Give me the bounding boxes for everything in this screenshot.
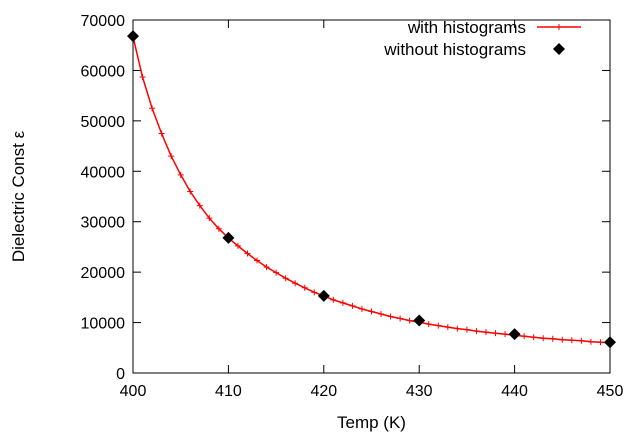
- y-tick-label-0: 0: [116, 366, 125, 383]
- plus-marker-447: [578, 337, 585, 344]
- plus-marker-432: [435, 322, 442, 329]
- plus-marker-441: [521, 333, 528, 340]
- plus-marker-445: [559, 336, 566, 343]
- y-tick-label-60000: 60000: [81, 63, 126, 80]
- plus-marker-439: [502, 331, 509, 338]
- plus-marker-424: [358, 305, 365, 312]
- plot-frame: [132, 19, 611, 374]
- plus-marker-413: [254, 257, 261, 264]
- plus-marker-411: [234, 242, 241, 249]
- plus-marker-448: [587, 338, 594, 345]
- series-line-with-histograms: [132, 36, 611, 344]
- plus-marker-442: [530, 334, 537, 341]
- plus-marker-406: [187, 188, 194, 195]
- plus-marker-435: [463, 326, 470, 333]
- plus-marker-446: [568, 337, 575, 344]
- plus-marker-404: [168, 153, 175, 160]
- diamond-marker-400: [127, 30, 139, 43]
- plus-marker-433: [444, 324, 451, 331]
- series-layer: [127, 30, 616, 349]
- plus-marker-434: [454, 325, 461, 332]
- plus-marker-425: [368, 308, 375, 315]
- plus-marker-414: [263, 264, 270, 271]
- y-axis-ticks: 0 10000 20000 30000 40000 50000 60000 70000: [81, 13, 610, 383]
- y-axis-label: Dielectric Const ε: [9, 130, 28, 262]
- diamond-marker-430: [413, 314, 426, 327]
- plus-marker-421: [330, 296, 337, 303]
- plus-marker-415: [273, 269, 280, 276]
- y-tick-label-10000: 10000: [81, 316, 126, 333]
- plus-marker-407: [196, 202, 203, 209]
- plus-marker-427: [387, 313, 394, 320]
- plus-marker-402: [149, 105, 156, 112]
- y-tick-label-40000: 40000: [81, 164, 126, 181]
- diamond-marker-440: [508, 328, 521, 341]
- plus-marker-412: [244, 250, 251, 257]
- plus-marker-449: [597, 339, 604, 346]
- legend-diamond-marker: [553, 43, 565, 55]
- x-tick-label-420: 420: [310, 383, 337, 400]
- plus-marker-419: [311, 289, 318, 296]
- plus-marker-422: [339, 299, 346, 306]
- plot-border: [132, 19, 611, 374]
- x-axis-ticks: 400 410 420 430 440 450: [120, 20, 624, 400]
- legend: with histograms without histograms: [383, 18, 581, 59]
- plus-marker-426: [378, 310, 385, 317]
- plus-marker-418: [301, 284, 308, 291]
- plus-marker-428: [397, 315, 404, 322]
- plus-marker-437: [482, 329, 489, 336]
- legend-plus-marker: [556, 24, 562, 30]
- y-tick-label-70000: 70000: [81, 13, 126, 30]
- plus-marker-417: [292, 280, 299, 287]
- plus-marker-438: [492, 330, 499, 337]
- plus-marker-429: [406, 317, 413, 324]
- plus-marker-409: [215, 225, 222, 232]
- x-tick-label-400: 400: [120, 383, 147, 400]
- diamond-marker-450: [604, 336, 616, 349]
- diamond-marker-420: [317, 289, 330, 302]
- diamond-marker-410: [222, 231, 235, 244]
- x-axis-label: Temp (K): [337, 413, 406, 432]
- x-tick-label-450: 450: [597, 383, 624, 400]
- plus-marker-416: [282, 275, 289, 282]
- legend-label-with-histograms: with histograms: [407, 18, 526, 37]
- plus-marker-443: [540, 335, 547, 342]
- x-tick-label-410: 410: [215, 383, 242, 400]
- plus-marker-444: [549, 335, 556, 342]
- plus-marker-405: [177, 171, 184, 178]
- legend-label-without-histograms: without histograms: [383, 40, 526, 59]
- x-tick-label-430: 430: [406, 383, 433, 400]
- y-tick-label-20000: 20000: [81, 265, 126, 282]
- plus-marker-431: [425, 321, 432, 328]
- legend-sample-without-histograms: [553, 43, 565, 55]
- y-tick-label-50000: 50000: [81, 114, 126, 131]
- plus-marker-436: [473, 328, 480, 335]
- plus-marker-401: [139, 73, 146, 80]
- plus-marker-408: [206, 215, 213, 222]
- plus-marker-423: [349, 302, 356, 309]
- y-tick-label-30000: 30000: [81, 215, 126, 232]
- x-tick-label-440: 440: [501, 383, 528, 400]
- plus-marker-403: [158, 130, 165, 137]
- legend-sample-with-histograms: [537, 24, 581, 30]
